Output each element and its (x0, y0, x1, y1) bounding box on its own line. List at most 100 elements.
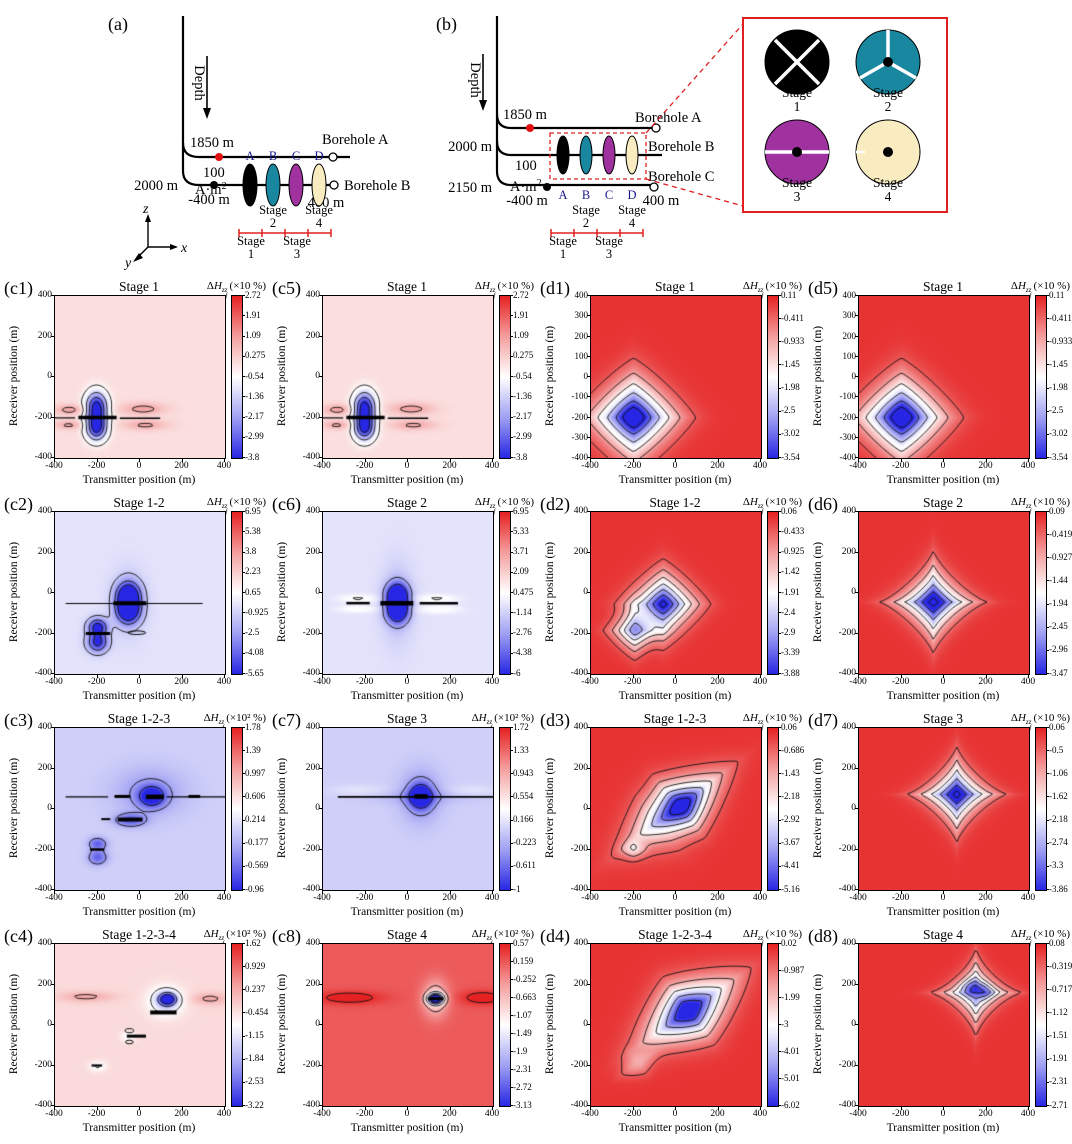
y-tick-mark (587, 592, 590, 593)
colorbar-tick-label: -0.611 (513, 860, 536, 871)
zoom-connector-top (645, 23, 744, 134)
colorbar-tick-label: -3.88 (781, 667, 800, 678)
y-tick-label: 200 (573, 546, 588, 557)
borehole-c-path (495, 16, 651, 187)
panel-d2: (d2) Stage 1-2 ΔH zz f (×10 %) 0.06 -0.433 -0.9… (538, 494, 804, 710)
x-axis-label: Transmitter position (m) (82, 690, 196, 702)
x-tick-mark (54, 891, 55, 894)
y-tick-label: 400 (841, 506, 856, 516)
x-axis-label: Transmitter position (m) (350, 1122, 464, 1134)
colorbar-tick-mark (778, 796, 781, 798)
colorbar-tick-mark (1046, 511, 1049, 512)
y-tick-label: 400 (305, 506, 320, 516)
x-tick-mark (322, 459, 323, 462)
y-tick-label: 400 (305, 290, 320, 300)
colorbar-tick-label: -3.8 (245, 451, 260, 462)
y-tick-label: -400 (570, 668, 588, 678)
x-tick-label: 400 (216, 677, 232, 687)
colorbar-tick-mark (1046, 649, 1049, 651)
plot-title: Stage 1 (118, 279, 160, 294)
colorbar-tick-label: -6.02 (781, 1099, 800, 1110)
y-tick-label: 200 (305, 978, 320, 989)
colorbar-tick-mark (1046, 626, 1049, 628)
stage2-num: 2 (270, 216, 276, 230)
colorbar-label: ΔH zz f (×10 %) (1010, 928, 1070, 948)
y-tick-mark (51, 848, 54, 850)
panel-c2: (c2) Stage 1-2 ΔH zz f (×10 %) 6.95 5.38 3.8 2.2… (2, 494, 268, 710)
y-tick-label: 400 (842, 290, 857, 300)
colorbar-tick-mark (778, 673, 781, 674)
x-tick-label: -400 (313, 461, 331, 471)
y-tick-label: -100 (839, 391, 857, 402)
panel-label: (d3) (540, 710, 570, 730)
colorbar-tick-label: -2.99 (513, 431, 532, 442)
y-tick-label: 0 (583, 803, 588, 813)
x-tick-mark (900, 459, 902, 462)
colorbar-tick-mark (510, 592, 513, 593)
x-tick-mark (139, 459, 140, 462)
fracture-a-letter: A (558, 188, 567, 202)
x-tick-mark (858, 891, 859, 894)
y-tick-mark (855, 436, 858, 438)
colorbar-tick-label: -2.99 (245, 431, 264, 442)
y-tick-mark (587, 315, 590, 317)
panel-c6: (c6) Stage 2 ΔH zz f (×10 %) 6.95 5.33 3.71 2.09… (270, 494, 536, 710)
heatmap-canvas (858, 727, 1030, 891)
x-tick-mark (760, 1107, 761, 1110)
colorbar-tick-label: -3.22 (245, 1099, 264, 1110)
colorbar-tick-label: 2.72 (245, 289, 261, 300)
x-tick-label: 200 (710, 677, 725, 687)
panel-label: (d1) (540, 278, 570, 298)
y-tick-label: 200 (841, 978, 856, 989)
panel-label: (c5) (272, 278, 301, 298)
y-tick-mark (319, 457, 322, 458)
colorbar-tick-mark (242, 865, 245, 867)
colorbar-tick-label: -3.39 (781, 647, 800, 658)
colorbar-tick-label: -3.67 (781, 837, 800, 848)
colorbar-tick-mark (510, 436, 513, 438)
y-tick-mark (855, 1105, 858, 1106)
colorbar-tick-label: -1.99 (781, 991, 800, 1002)
y-tick-label: 0 (583, 371, 589, 381)
y-tick-label: -200 (570, 843, 588, 854)
y-tick-mark (319, 416, 322, 418)
colorbar (499, 727, 511, 891)
y-tick-label: 400 (37, 290, 52, 300)
plot-title: Stage 3 (922, 711, 964, 726)
colorbar-tick-mark (1046, 865, 1049, 867)
heatmap-canvas (322, 511, 494, 675)
x-tick-label: 0 (136, 677, 142, 687)
plot-title: Stage 1 (654, 279, 696, 294)
x-tick-mark (717, 459, 719, 462)
fracture-zoom-box (549, 132, 647, 180)
colorbar-tick-mark (242, 335, 245, 337)
x-tick-mark (322, 891, 323, 894)
x-tick-mark (364, 675, 366, 678)
y-tick-label: -200 (302, 843, 320, 854)
x-tick-label: 200 (442, 1109, 457, 1119)
x-axis-label: Transmitter position (m) (82, 906, 196, 918)
x-tick-mark (96, 891, 98, 894)
y-tick-mark (51, 457, 54, 458)
colorbar-tick-label: 0.475 (513, 586, 534, 597)
colorbar-tick-mark (510, 396, 513, 398)
y-tick-label: -400 (302, 452, 320, 462)
x-tick-label: 0 (404, 1109, 410, 1119)
x-tick-mark (675, 675, 676, 678)
colorbar-tick-label: -3.02 (1049, 428, 1068, 439)
stage3-label: Stage (595, 234, 623, 248)
colorbar-tick-mark (242, 943, 245, 944)
x-tick-label: 400 (752, 1109, 768, 1119)
x-tick-label: -200 (355, 677, 374, 687)
colorbar-tick-label: -2.5 (245, 627, 260, 637)
colorbar-tick-mark (1046, 750, 1049, 752)
y-tick-label: 0 (315, 587, 320, 597)
colorbar-label: ΔH zz f (×10 %) (742, 280, 802, 300)
colorbar-tick-label: -0.933 (781, 335, 805, 346)
heatmap-canvas (54, 727, 226, 891)
colorbar-tick-mark (778, 410, 781, 412)
source-dot (215, 153, 223, 161)
colorbar-tick-label: -0.569 (245, 860, 269, 871)
x-tick-mark (675, 1107, 676, 1110)
